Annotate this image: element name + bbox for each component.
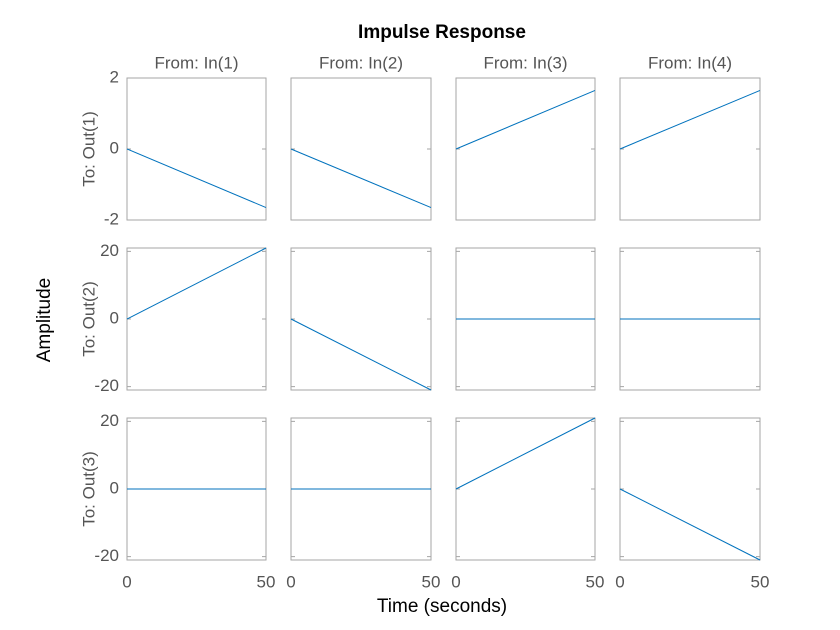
response-line <box>126 247 267 320</box>
row-label: To: Out(3) <box>79 451 98 527</box>
axes-box <box>619 417 761 561</box>
axes-box <box>455 417 596 561</box>
response-line <box>455 89 596 150</box>
response-line <box>290 148 432 209</box>
row-label: To: Out(2) <box>79 281 98 357</box>
row-label: To: Out(1) <box>79 111 98 187</box>
axes-box <box>455 77 596 221</box>
y-tick-label: 20 <box>100 241 119 260</box>
axes-box <box>126 247 267 391</box>
chart-title: Impulse Response <box>358 22 526 43</box>
axes-box <box>619 77 761 221</box>
x-tick-label: 0 <box>451 572 460 591</box>
y-tick-label: 0 <box>110 308 119 327</box>
column-label: From: In(2) <box>319 53 403 72</box>
x-axis-label: Time (seconds) <box>377 596 507 617</box>
response-line <box>455 417 596 490</box>
axes-box <box>126 77 267 221</box>
response-line <box>619 89 761 150</box>
response-line <box>619 488 761 561</box>
x-tick-label: 0 <box>615 572 624 591</box>
axes-box <box>290 77 432 221</box>
y-tick-label: 2 <box>110 67 119 86</box>
x-tick-label: 50 <box>751 572 770 591</box>
x-tick-label: 0 <box>122 572 131 591</box>
y-tick-label: 0 <box>110 478 119 497</box>
y-tick-label: 0 <box>110 138 119 157</box>
y-tick-label: -20 <box>94 376 119 395</box>
response-line <box>126 148 267 209</box>
x-tick-label: 0 <box>286 572 295 591</box>
y-tick-label: 20 <box>100 411 119 430</box>
y-tick-label: -20 <box>94 546 119 565</box>
x-tick-label: 50 <box>586 572 605 591</box>
column-label: From: In(4) <box>648 53 732 72</box>
axes-box <box>290 247 432 391</box>
y-tick-label: -2 <box>104 209 119 228</box>
x-tick-label: 50 <box>257 572 276 591</box>
column-label: From: In(1) <box>154 53 238 72</box>
column-label: From: In(3) <box>483 53 567 72</box>
y-axis-label: Amplitude <box>34 278 55 363</box>
response-line <box>290 318 432 391</box>
x-tick-label: 50 <box>422 572 441 591</box>
